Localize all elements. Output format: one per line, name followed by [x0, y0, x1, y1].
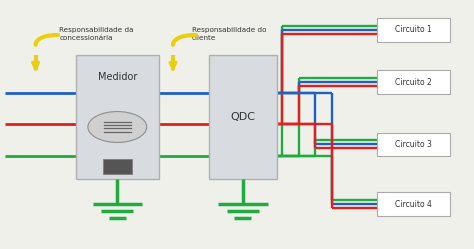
Text: Circuito 1: Circuito 1	[395, 25, 432, 34]
Text: Responsabilidade da
concessionária: Responsabilidade da concessionária	[59, 27, 134, 41]
Text: Circuito 2: Circuito 2	[395, 78, 432, 87]
FancyBboxPatch shape	[377, 192, 450, 216]
Text: Responsabilidade do
cliente: Responsabilidade do cliente	[192, 27, 266, 41]
FancyBboxPatch shape	[76, 55, 159, 179]
FancyBboxPatch shape	[209, 55, 277, 179]
Text: Medidor: Medidor	[98, 72, 137, 82]
Text: QDC: QDC	[230, 112, 255, 122]
Text: Circuito 4: Circuito 4	[395, 200, 432, 209]
FancyBboxPatch shape	[377, 18, 450, 42]
FancyBboxPatch shape	[377, 70, 450, 94]
Circle shape	[88, 112, 147, 142]
Text: Circuito 3: Circuito 3	[395, 140, 432, 149]
FancyBboxPatch shape	[103, 159, 131, 174]
FancyBboxPatch shape	[377, 132, 450, 156]
